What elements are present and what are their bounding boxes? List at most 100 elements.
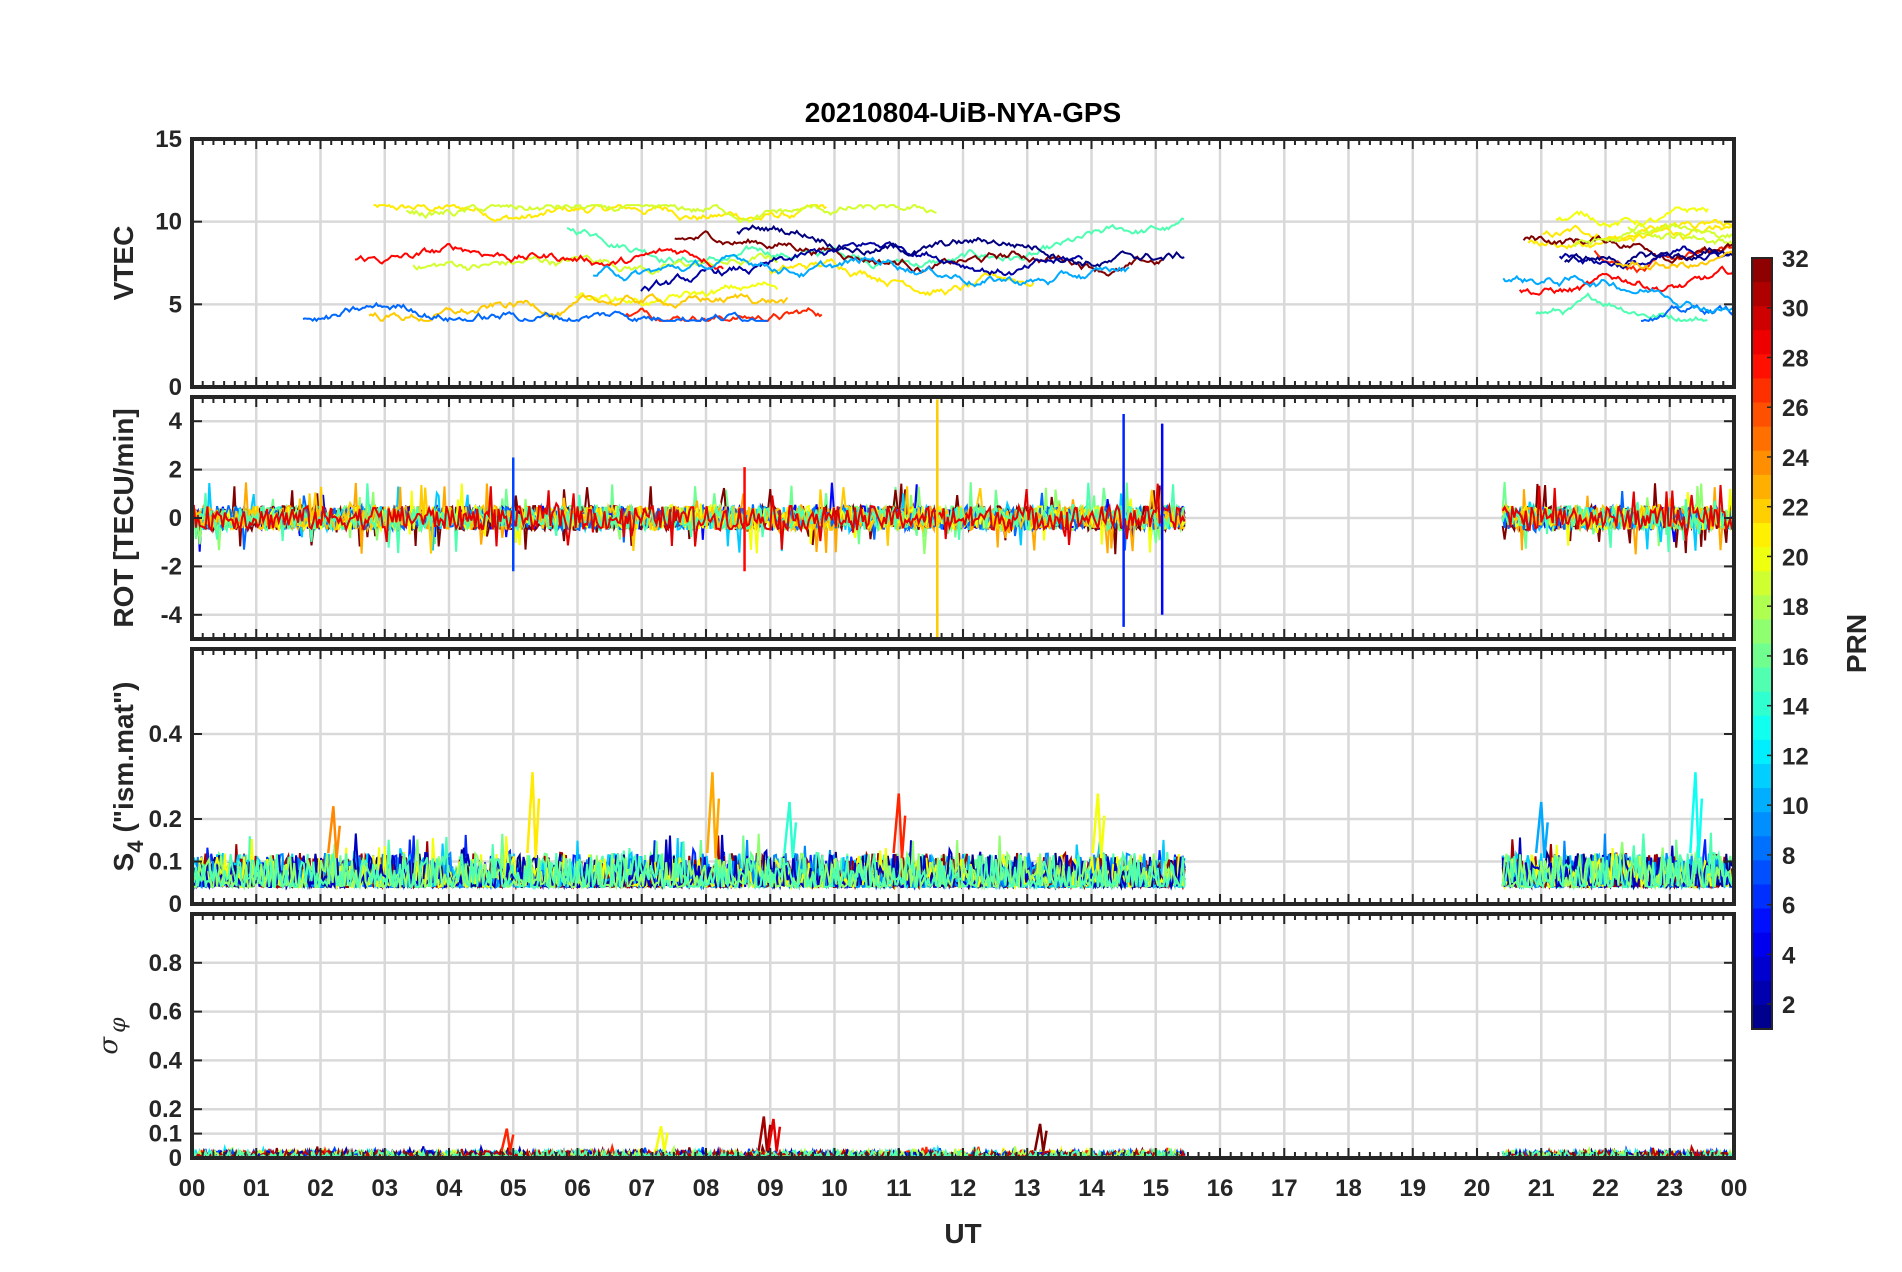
panel-vtec-grid bbox=[192, 139, 1734, 387]
colorbar-step bbox=[1752, 739, 1772, 765]
peak-mark bbox=[1033, 1123, 1048, 1152]
y-tick-label: 15 bbox=[155, 126, 182, 153]
x-tick-label: 05 bbox=[500, 1175, 527, 1202]
trace-prn bbox=[1502, 274, 1734, 314]
trace-prn bbox=[736, 224, 1185, 268]
panel-sigphi: 00.10.2 0.4 0.6 0.8 σφ bbox=[94, 912, 1736, 1172]
colorbar-step bbox=[1752, 788, 1772, 813]
colorbar-step bbox=[1752, 306, 1772, 331]
trace-prn bbox=[592, 253, 1130, 288]
y-tick-label: -2 bbox=[161, 553, 182, 580]
peak-mark bbox=[654, 1126, 669, 1152]
x-tick-label: 12 bbox=[950, 1175, 977, 1202]
panel-rot-traces bbox=[192, 399, 1734, 639]
panel-s4-minor-ticks bbox=[191, 649, 1735, 904]
colorbar-step bbox=[1752, 860, 1772, 886]
peak-mark bbox=[1091, 793, 1106, 859]
trace-prn bbox=[405, 203, 937, 224]
peak-mark bbox=[767, 1118, 782, 1152]
colorbar-step bbox=[1752, 402, 1772, 428]
peak-mark bbox=[892, 793, 907, 859]
y-tick-label: 0 bbox=[169, 891, 182, 918]
colorbar-step bbox=[1752, 643, 1772, 669]
x-tick-label: 00 bbox=[179, 1175, 206, 1202]
x-tick-label: 20 bbox=[1464, 1175, 1491, 1202]
peak-mark bbox=[706, 772, 721, 859]
y-tick-label: 0.2 bbox=[149, 1096, 182, 1123]
colorbar-step bbox=[1752, 836, 1772, 861]
colorbar-tick-label: 20 bbox=[1782, 544, 1809, 571]
panel-rot-minor-ticks bbox=[191, 397, 1735, 639]
colorbar-step bbox=[1752, 378, 1772, 404]
x-tick-label: 17 bbox=[1271, 1175, 1298, 1202]
peak-mark bbox=[500, 1128, 515, 1152]
trace-prn bbox=[574, 280, 779, 307]
x-tick-label: 19 bbox=[1399, 1175, 1426, 1202]
colorbar-frame bbox=[1751, 257, 1773, 1030]
y-axis-label-rest: ("ism.mat") bbox=[108, 682, 139, 833]
colorbar-tick-label: 6 bbox=[1782, 893, 1795, 920]
trace-prn bbox=[354, 242, 724, 270]
trace-prn bbox=[640, 240, 1084, 292]
panel-vtec-minor-ticks bbox=[191, 139, 1735, 387]
colorbar-step bbox=[1752, 691, 1772, 717]
colorbar-step bbox=[1752, 667, 1772, 693]
trace-prn bbox=[192, 836, 1186, 891]
y-tick-label: 0 bbox=[169, 505, 182, 532]
trace-prn bbox=[1518, 265, 1734, 296]
colorbar-tick-label: 8 bbox=[1782, 843, 1795, 870]
panel-sigphi-ylabel: σφ bbox=[94, 1017, 131, 1055]
y-tick-label: 0.4 bbox=[149, 1047, 183, 1074]
trace-prn bbox=[192, 483, 1186, 550]
colorbar-step bbox=[1752, 282, 1772, 307]
panel-sigphi-minor-ticks bbox=[191, 914, 1735, 1158]
trace-prn bbox=[1564, 247, 1733, 268]
panel-vtec-traces bbox=[302, 203, 1734, 323]
colorbar-step bbox=[1752, 474, 1772, 500]
x-tick-label: 03 bbox=[371, 1175, 398, 1202]
colorbar-tick-label: 32 bbox=[1782, 246, 1809, 273]
panel-rot: -4 -2 0 2 4 ROT [TECU/min] bbox=[108, 395, 1736, 641]
x-tick-label: 16 bbox=[1207, 1175, 1234, 1202]
colorbar-tick-label: 28 bbox=[1782, 345, 1809, 372]
y-tick-label: 5 bbox=[169, 291, 182, 318]
y-tick-label: 0 bbox=[169, 374, 182, 401]
y-tick-label: 0.1 bbox=[149, 1121, 182, 1148]
colorbar-step bbox=[1752, 619, 1772, 645]
colorbar-tick-label: 12 bbox=[1782, 743, 1809, 770]
peak-mark bbox=[1534, 801, 1549, 859]
x-tick-label: 04 bbox=[436, 1175, 463, 1202]
trace-prn bbox=[192, 482, 1186, 554]
y-axis-label-sub: φ bbox=[106, 1017, 131, 1033]
x-tick-label: 22 bbox=[1592, 1175, 1619, 1202]
panel-vtec-ylabel: VTEC bbox=[108, 226, 139, 301]
peak-mark bbox=[526, 772, 541, 859]
colorbar-tick-label: 26 bbox=[1782, 395, 1809, 422]
colorbar-step bbox=[1752, 763, 1772, 789]
colorbar-step bbox=[1752, 330, 1772, 355]
x-tick-label: 01 bbox=[243, 1175, 270, 1202]
colorbar-step bbox=[1752, 547, 1772, 572]
colorbar-tick-label: 16 bbox=[1782, 644, 1809, 671]
colorbar-step bbox=[1752, 884, 1772, 910]
x-tick-label: 18 bbox=[1335, 1175, 1362, 1202]
colorbar-step bbox=[1752, 450, 1772, 476]
x-tick-label: 09 bbox=[757, 1175, 784, 1202]
peak-mark bbox=[757, 1116, 772, 1152]
y-axis-label-sub: 4 bbox=[123, 840, 148, 853]
y-tick-label: 4 bbox=[169, 408, 183, 435]
colorbar-step bbox=[1752, 812, 1772, 837]
x-tick-label: 11 bbox=[886, 1175, 911, 1202]
panel-s4-traces bbox=[192, 772, 1734, 891]
peak-mark bbox=[783, 801, 798, 859]
colorbar-tick-label: 4 bbox=[1782, 942, 1796, 969]
colorbar-step bbox=[1752, 498, 1772, 524]
x-tick-label: 15 bbox=[1142, 1175, 1169, 1202]
trace-prn bbox=[1614, 250, 1734, 271]
y-tick-label: 0.1 bbox=[149, 849, 182, 876]
trace-prn bbox=[1555, 206, 1710, 229]
y-axis-label: S4 ("ism.mat") bbox=[108, 682, 148, 872]
colorbar-tick-label: 24 bbox=[1782, 445, 1809, 472]
chart-title: 20210804-UiB-NYA-GPS bbox=[805, 97, 1121, 128]
y-axis-label-main: σ bbox=[94, 1036, 124, 1055]
